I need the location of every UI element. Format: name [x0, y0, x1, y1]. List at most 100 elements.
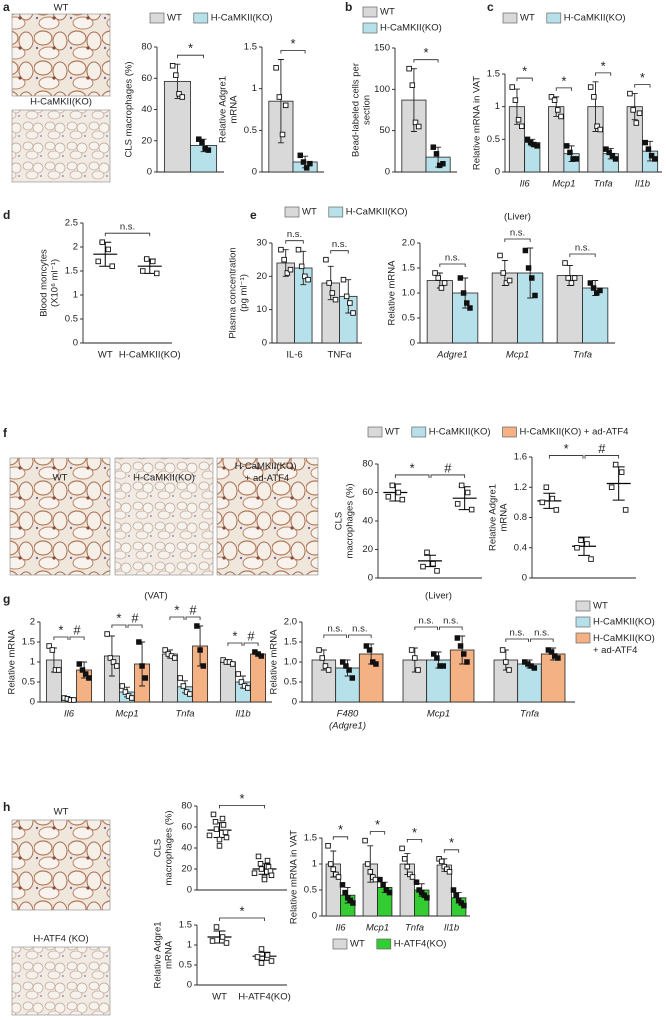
data-point: [506, 667, 512, 673]
x-tick-label: WT: [212, 992, 227, 1003]
significance-label: *: [174, 602, 179, 617]
data-point: [300, 159, 307, 165]
significance-bracket: [104, 232, 151, 237]
y-tick-label: 0: [262, 338, 267, 349]
y-tick-label: 1.0: [284, 657, 297, 668]
data-point: [332, 296, 339, 303]
y-axis-label: Relative mRNA: [387, 260, 398, 326]
data-point: [460, 290, 467, 296]
significance-label: *: [116, 610, 121, 625]
significance-label: n.s.: [534, 628, 549, 639]
data-point: [222, 829, 229, 836]
data-point: [420, 563, 426, 570]
data-point: [497, 252, 503, 259]
x-tick-label: Il1b: [635, 179, 650, 190]
data-point: [457, 643, 464, 649]
significance-label: *: [232, 628, 237, 643]
y-tick-label: 1: [73, 290, 78, 301]
error-bar: [258, 951, 271, 961]
legend-swatch: [362, 6, 378, 18]
data-point: [258, 946, 265, 952]
data-point: [380, 882, 386, 888]
y-tick-label: 0.5: [65, 314, 78, 325]
data-point: [404, 863, 411, 870]
data-point: [548, 649, 555, 655]
data-point: [212, 819, 219, 825]
significance-label: n.s.: [328, 624, 343, 635]
data-point: [401, 856, 408, 862]
data-point: [551, 97, 558, 103]
data-point: [409, 82, 416, 88]
significance-bracket: [555, 87, 572, 91]
significance-bracket: [285, 240, 304, 244]
data-point: [258, 866, 265, 872]
data-point: [302, 273, 308, 280]
significance-label: n.s.: [510, 628, 525, 639]
data-point: [216, 843, 223, 849]
data-point: [591, 94, 597, 100]
data-point: [399, 845, 405, 852]
data-point: [335, 874, 342, 880]
y-tick-label: 1: [252, 83, 257, 94]
data-point: [307, 160, 313, 167]
data-point: [499, 647, 506, 653]
data-point: [99, 239, 105, 245]
significance-bracket: [439, 263, 466, 267]
data-point: [440, 160, 446, 167]
micrograph: [9, 457, 111, 576]
significance-label: *: [561, 73, 566, 88]
significance-bracket: [439, 626, 463, 630]
y-tick-label: 0: [522, 573, 527, 584]
data-point: [553, 507, 560, 513]
chart-title: (VAT): [144, 591, 167, 602]
legend-label: H-CaMKII(KO): [211, 13, 273, 24]
y-tick-label: 40: [181, 843, 192, 854]
data-point: [574, 545, 580, 551]
data-point: [278, 246, 284, 253]
data-point: [339, 659, 346, 665]
data-point: [612, 461, 619, 468]
data-point: [386, 889, 393, 896]
data-point: [95, 258, 101, 265]
y-axis-label: section: [362, 95, 373, 125]
data-point: [194, 623, 200, 629]
error-bar: [213, 930, 226, 944]
y-tick-label: 1.5: [487, 69, 500, 80]
y-tick-label: 1.5: [65, 266, 78, 277]
data-point: [363, 643, 370, 649]
data-point: [590, 285, 597, 291]
significance-label: *: [239, 903, 244, 918]
data-point: [326, 280, 332, 286]
data-point: [223, 940, 230, 946]
data-point: [196, 136, 202, 142]
data-point: [55, 667, 62, 673]
data-point: [177, 675, 183, 681]
data-point: [238, 679, 245, 685]
data-point: [364, 861, 371, 867]
data-point: [543, 484, 550, 491]
data-point: [199, 139, 205, 146]
data-point: [567, 149, 573, 156]
data-point: [46, 643, 52, 649]
significance-bracket: [185, 616, 201, 620]
data-point: [558, 113, 564, 120]
data-point: [435, 275, 441, 281]
data-point: [642, 139, 648, 146]
data-point: [458, 482, 465, 489]
legend-swatch: [575, 600, 591, 612]
data-point: [350, 900, 356, 906]
data-point: [316, 647, 322, 653]
y-tick-label: 0: [368, 573, 373, 584]
legend-label: H-CaMKII(KO): [593, 617, 655, 628]
data-point: [645, 146, 652, 152]
data-point: [213, 924, 220, 930]
significance-bracket: [406, 839, 423, 843]
data-point: [587, 280, 594, 286]
significance-label: *: [449, 835, 454, 850]
data-point: [548, 94, 555, 100]
data-point: [322, 663, 329, 669]
legend-label: H-CaMKII(KO) + ad-ATF4: [593, 633, 657, 656]
data-point: [373, 661, 379, 667]
data-point: [500, 270, 506, 276]
data-point: [568, 280, 575, 286]
